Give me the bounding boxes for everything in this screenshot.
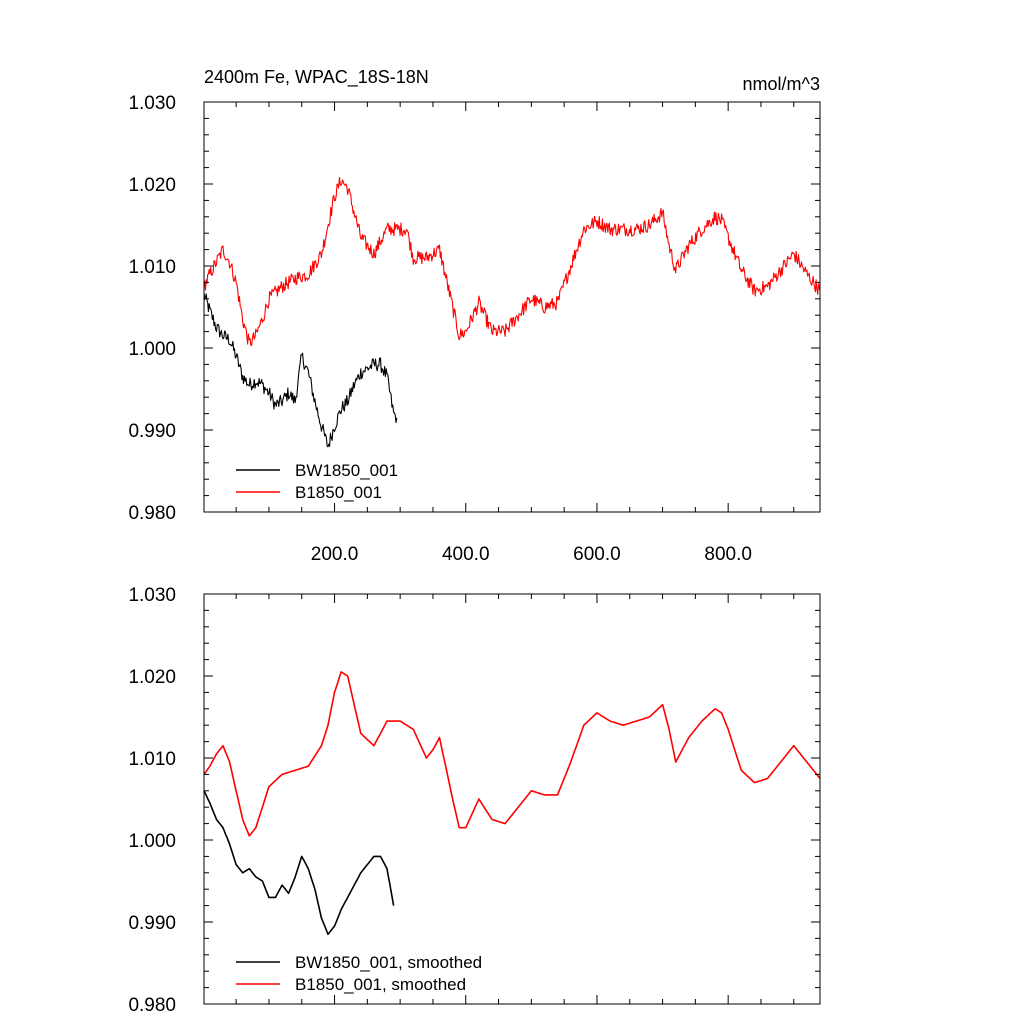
series-line-b1850 [203,671,821,837]
legend: BW1850_001, smoothed B1850_001, smoothed [236,953,482,994]
panel-title: 2400m Fe, WPAC_18S-18N [204,67,429,88]
y-tick-label: 1.010 [128,257,176,278]
plot-frame [203,593,821,1005]
x-tick-label: 800.0 [704,544,752,565]
y-tick-label: 0.990 [128,913,176,934]
bottom-panel: 0.980 0.990 1.000 1.010 1.020 1.030 BW1850_00… [128,585,821,1016]
axes-layer: 0.980 0.990 1.000 1.010 1.020 1.030 200.0 400.0… [128,93,821,565]
y-tick-label: 1.020 [128,175,176,196]
x-tick-label: 200.0 [311,544,359,565]
legend-label: BW1850_001 [295,461,398,480]
y-tick-label: 1.000 [128,339,176,360]
y-tick-label: 0.990 [128,421,176,442]
x-tick-label: 400.0 [442,544,490,565]
y-tick-label: 1.030 [128,93,176,114]
y-tick-label: 1.020 [128,667,176,688]
top-panel: 2400m Fe, WPAC_18S-18N nmol/m^3 0.9800.9… [128,67,821,565]
series-layer [203,671,821,936]
y-tick-label: 1.030 [128,585,176,606]
axes-layer: 0.980 0.990 1.000 1.010 1.020 1.030 [128,585,821,1016]
units-label: nmol/m^3 [743,74,820,94]
series-line-bw1850 [203,790,395,936]
y-tick-label: 1.010 [128,749,176,770]
series-line-bw1850 [203,292,398,448]
series-layer [203,177,821,448]
legend-label: BW1850_001, smoothed [295,953,482,972]
x-tick-label: 600.0 [573,544,621,565]
y-tick-label: 0.980 [128,503,176,524]
y-tick-label: 1.000 [128,831,176,852]
legend-label: B1850_001 [295,483,382,502]
series-line-b1850 [203,177,821,347]
legend-label: B1850_001, smoothed [295,975,466,994]
y-tick-label: 0.980 [128,995,176,1016]
legend: BW1850_001 B1850_001 [236,461,398,502]
plot-frame [203,101,821,513]
